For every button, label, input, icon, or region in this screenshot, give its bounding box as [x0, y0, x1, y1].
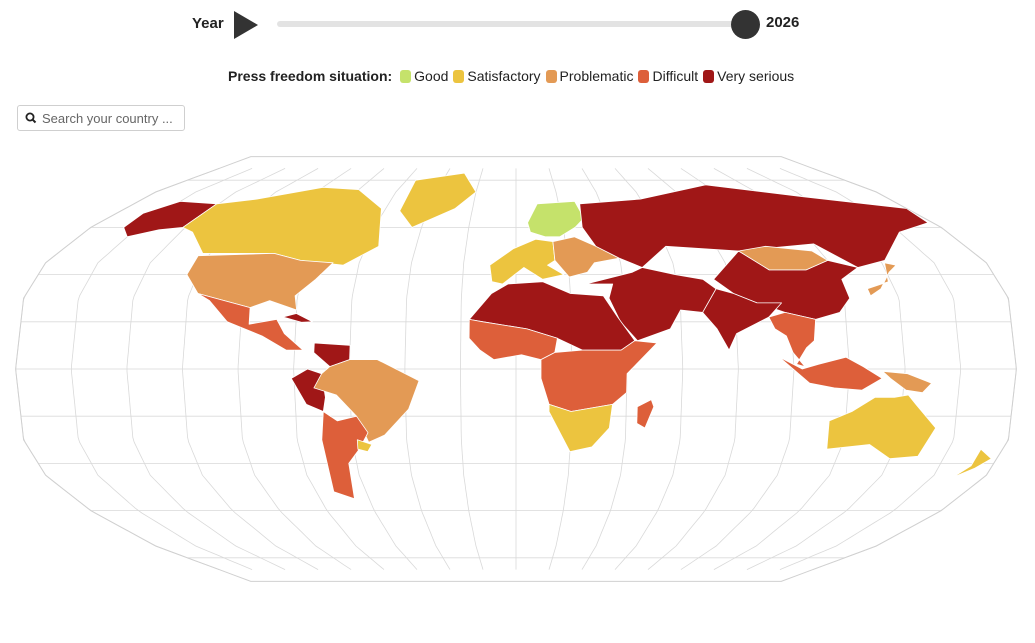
search-icon	[25, 112, 37, 124]
country-mexico-and-central-america[interactable]	[197, 293, 304, 351]
country-southeast-asia[interactable]	[768, 312, 816, 367]
play-button[interactable]	[234, 11, 258, 39]
country-india[interactable]	[702, 288, 782, 351]
country-eastern-europe[interactable]	[552, 236, 620, 278]
country-search[interactable]	[17, 105, 185, 131]
country-mongolia[interactable]	[738, 245, 828, 271]
country-united-states[interactable]	[186, 253, 334, 311]
legend-swatch	[545, 69, 557, 83]
year-label: Year	[192, 15, 224, 32]
year-slider: Year 2026	[0, 0, 1035, 50]
country-central-africa[interactable]	[540, 340, 658, 412]
legend-swatch	[703, 69, 715, 83]
country-japan[interactable]	[867, 262, 897, 297]
year-slider-track[interactable]	[277, 21, 747, 27]
country-nordic-countries[interactable]	[527, 201, 585, 238]
country-uruguay[interactable]	[356, 439, 373, 452]
country-southern-africa[interactable]	[548, 404, 613, 452]
country-new-zealand[interactable]	[951, 448, 992, 478]
country-cuba[interactable]	[282, 313, 313, 323]
country-papua-new-guinea[interactable]	[882, 371, 933, 393]
country-middle-east[interactable]	[585, 267, 717, 342]
year-value: 2026	[766, 14, 800, 31]
country-australia[interactable]	[826, 394, 937, 460]
legend-item-difficult[interactable]: Difficult	[638, 68, 698, 84]
country-indonesia[interactable]	[779, 356, 883, 391]
world-map	[15, 156, 1017, 582]
country-western-europe[interactable]	[489, 238, 565, 285]
country-alaska[interactable]	[123, 201, 218, 238]
legend-label: Very serious	[717, 68, 795, 84]
legend-label: Good	[414, 68, 449, 84]
country-peru[interactable]	[290, 368, 326, 412]
country-canada[interactable]	[182, 186, 382, 266]
legend-swatch	[638, 69, 650, 83]
legend-item-good[interactable]: Good	[400, 68, 448, 84]
legend-label: Problematic	[559, 68, 634, 84]
legend-swatch	[400, 69, 412, 83]
year-slider-handle[interactable]	[731, 10, 760, 39]
country-madagascar[interactable]	[636, 399, 655, 429]
legend-item-satisfactory[interactable]: Satisfactory	[453, 68, 541, 84]
legend-item-very-serious[interactable]: Very serious	[703, 68, 794, 84]
legend-label: Satisfactory	[467, 68, 541, 84]
country-layer	[123, 172, 992, 500]
legend-item-problematic[interactable]: Problematic	[545, 68, 634, 84]
legend-title: Press freedom situation:	[228, 68, 393, 84]
country-greenland[interactable]	[399, 172, 477, 228]
legend-swatch	[453, 69, 465, 83]
country-argentina-and-chile[interactable]	[321, 411, 369, 500]
globe-outline	[15, 156, 1017, 582]
legend-label: Difficult	[652, 68, 699, 84]
legend: Press freedom situation: Good Satisfacto…	[228, 66, 799, 86]
search-input[interactable]	[40, 109, 184, 127]
